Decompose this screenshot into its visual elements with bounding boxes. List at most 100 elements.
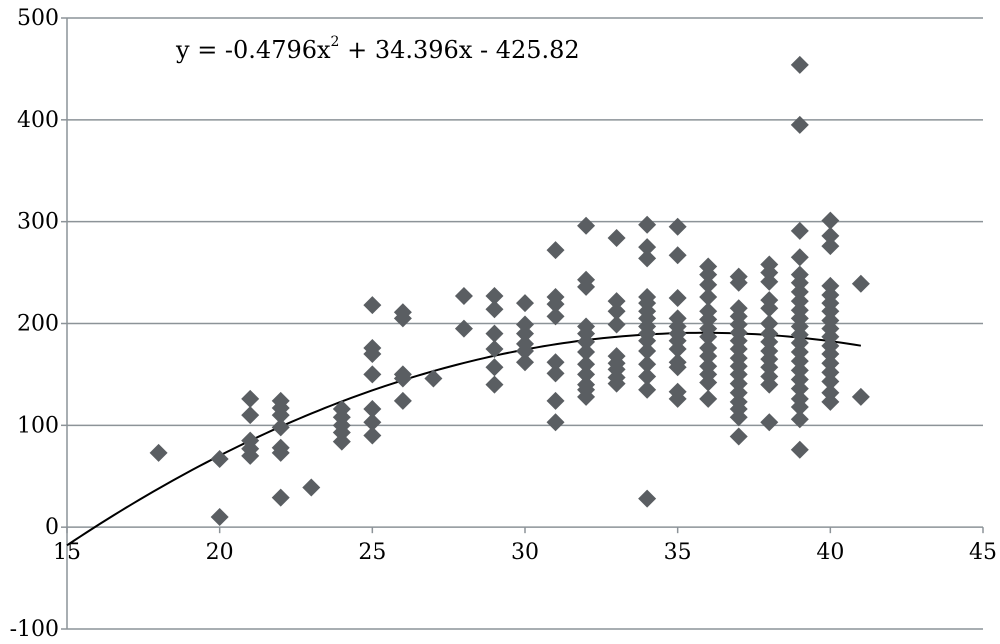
data-point — [699, 347, 718, 366]
data-point — [363, 413, 382, 432]
data-point — [485, 287, 504, 305]
data-point — [790, 352, 809, 371]
data-point — [699, 288, 718, 307]
data-point — [729, 383, 748, 402]
data-point — [210, 449, 229, 468]
data-point — [607, 292, 626, 311]
x-tick-label-40: 40 — [816, 540, 844, 565]
data-point — [638, 249, 657, 268]
data-point — [699, 327, 718, 346]
data-point — [790, 361, 809, 380]
x-tick-label-30: 30 — [511, 540, 539, 565]
data-point — [821, 302, 840, 321]
data-point — [363, 426, 382, 445]
data-point — [577, 343, 596, 362]
data-point — [790, 55, 809, 74]
x-tick-label-20: 20 — [206, 540, 234, 565]
data-point — [607, 374, 626, 393]
data-point — [241, 389, 260, 408]
data-point — [393, 391, 412, 410]
equation-exponent: 2 — [331, 34, 340, 50]
x-tick-label-15: 15 — [53, 540, 81, 565]
data-point — [638, 355, 657, 374]
equation-right: + 34.396x - 425.82 — [339, 36, 579, 64]
data-point — [668, 358, 687, 377]
axes — [61, 17, 984, 630]
data-point — [516, 324, 534, 343]
data-point — [790, 398, 809, 416]
data-point — [699, 275, 718, 294]
data-point — [485, 324, 504, 343]
data-point — [607, 315, 626, 334]
data-point — [790, 379, 809, 398]
data-point — [790, 343, 809, 362]
data-point — [821, 226, 840, 245]
data-point — [851, 274, 870, 293]
data-point — [760, 314, 779, 333]
data-point — [332, 432, 351, 451]
data-point — [546, 353, 565, 372]
data-point — [790, 333, 809, 352]
data-point — [638, 380, 657, 399]
data-point — [149, 443, 168, 462]
data-point — [821, 211, 840, 230]
data-point — [302, 478, 321, 497]
data-point — [760, 263, 779, 282]
tick-labels: -100 0 100 200 300 400 500 15 20 25 30 35 40 45 — [10, 6, 997, 642]
data-point — [485, 358, 504, 377]
data-point — [363, 345, 382, 364]
data-point — [729, 339, 748, 358]
data-point — [699, 373, 718, 392]
data-point — [729, 374, 748, 393]
data-point — [760, 272, 779, 291]
data-point — [393, 369, 412, 388]
data-point — [790, 292, 809, 311]
data-point — [821, 345, 840, 364]
data-point — [760, 375, 779, 394]
data-point — [821, 383, 840, 402]
data-point — [790, 248, 809, 267]
data-point — [210, 507, 229, 526]
y-tick-label-300: 300 — [17, 210, 59, 235]
data-point — [454, 319, 473, 338]
trendline-group — [66, 331, 862, 547]
data-point — [790, 440, 809, 459]
data-point — [485, 300, 504, 319]
y-tick-label-400: 400 — [17, 108, 59, 133]
data-point — [668, 389, 687, 408]
data-point — [516, 315, 534, 334]
data-point — [546, 307, 565, 326]
data-point — [577, 387, 596, 406]
data-point — [638, 489, 657, 508]
data-point — [729, 427, 748, 446]
trendline-equation: y = -0.4796x2 + 34.396x - 425.82 — [175, 34, 580, 64]
data-point — [821, 276, 840, 295]
data-point — [760, 332, 779, 351]
data-point — [516, 353, 534, 372]
data-point — [729, 365, 748, 384]
data-point — [821, 392, 840, 411]
x-tick-label-45: 45 — [969, 540, 997, 565]
data-point — [638, 331, 657, 350]
equation-left: y = -0.4796x — [175, 36, 331, 64]
data-point — [729, 273, 748, 292]
data-point — [363, 400, 382, 419]
data-point — [577, 365, 596, 384]
x-tick-label-35: 35 — [664, 540, 692, 565]
data-point — [668, 339, 687, 358]
data-point — [790, 221, 809, 240]
data-point — [424, 369, 443, 388]
data-point — [485, 339, 504, 358]
data-point — [485, 375, 504, 394]
data-point — [821, 237, 840, 256]
data-point — [790, 282, 809, 301]
data-point — [454, 287, 473, 305]
data-point — [699, 265, 718, 284]
data-point — [790, 370, 809, 389]
data-point — [668, 217, 687, 236]
data-point — [699, 389, 718, 408]
data-point — [638, 215, 657, 234]
data-point — [790, 115, 809, 134]
data-point — [699, 310, 718, 329]
